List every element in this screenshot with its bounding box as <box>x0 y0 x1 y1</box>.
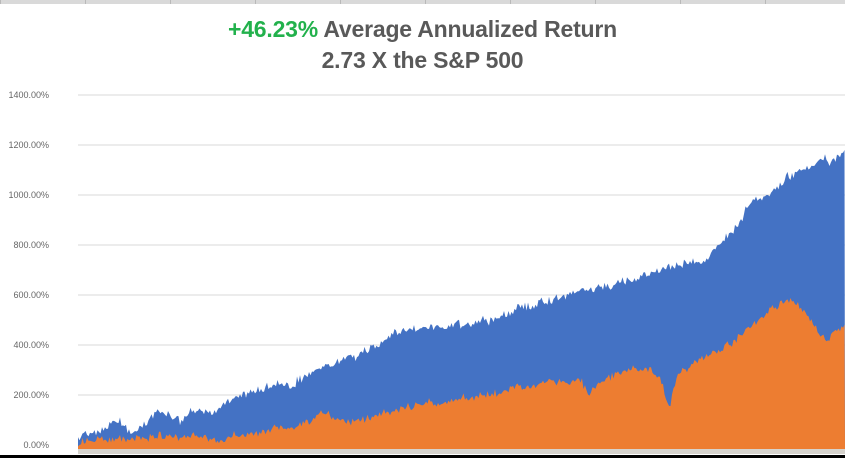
annualized-return-label: Average Annualized Return <box>318 16 617 42</box>
y-axis-tick-label: 200.00% <box>13 390 49 400</box>
y-axis-labels: 1400.00% 1200.00% 1000.00% 800.00% 600.00% 40… <box>0 0 49 458</box>
y-axis-tick-label: 800.00% <box>13 240 49 250</box>
annualized-return-value: +46.23% <box>227 16 319 42</box>
y-axis-tick-label: 1400.00% <box>8 90 49 100</box>
chart-title-line2: 2.73 X the S&P 500 <box>321 47 524 73</box>
chart-title: +46.23% Average Annualized Return 2.73 X… <box>0 14 845 76</box>
y-axis-tick-label: 0.00% <box>23 440 49 450</box>
y-axis-tick-label: 1200.00% <box>8 140 49 150</box>
spreadsheet-header-strip <box>0 0 845 5</box>
y-axis-tick-label: 1000.00% <box>8 190 49 200</box>
x-axis-band <box>78 449 845 454</box>
y-axis-tick-label: 400.00% <box>13 340 49 350</box>
chart-title-line1: +46.23% Average Annualized Return <box>0 14 845 45</box>
bottom-border-line <box>0 455 845 458</box>
orange-area-series <box>78 298 845 449</box>
y-axis-tick-label: 600.00% <box>13 290 49 300</box>
